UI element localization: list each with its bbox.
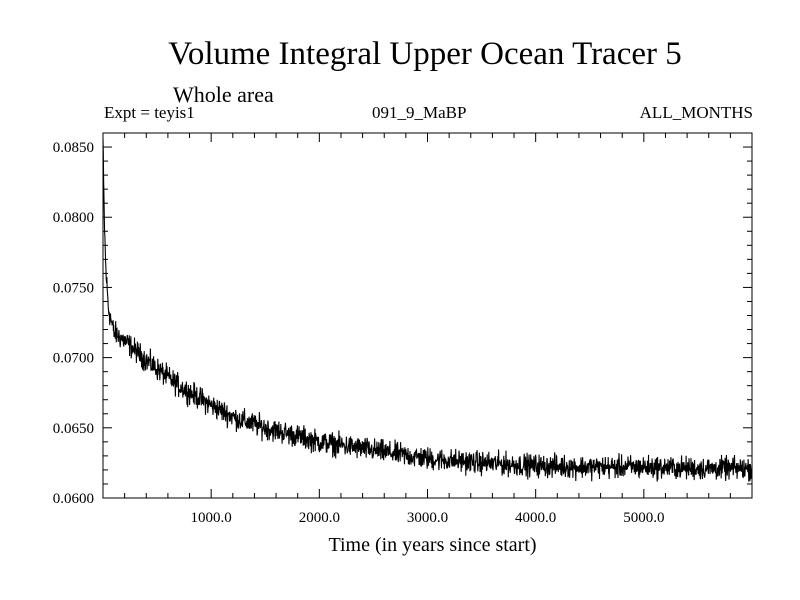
y-tick-label: 0.0800 bbox=[53, 210, 94, 226]
x-tick-label: 5000.0 bbox=[623, 510, 664, 526]
y-tick-label: 0.0600 bbox=[53, 491, 94, 507]
data-series-line bbox=[102, 138, 753, 482]
plot-frame bbox=[102, 132, 753, 499]
x-tick-label: 4000.0 bbox=[515, 510, 556, 526]
y-tick-label: 0.0850 bbox=[53, 140, 94, 156]
chart-title: Volume Integral Upper Ocean Tracer 5 bbox=[168, 36, 682, 72]
run-label: 091_9_MaBP bbox=[372, 103, 467, 122]
y-tick-label: 0.0750 bbox=[53, 280, 94, 296]
y-tick-label: 0.0700 bbox=[53, 351, 94, 367]
chart-subtitle: Whole area bbox=[173, 82, 274, 107]
axis-ticks: 1000.0 2000.0 3000.0 4000.0 5000.0 0.0600 0.06… bbox=[53, 133, 752, 526]
x-tick-label: 3000.0 bbox=[407, 510, 448, 526]
x-tick-label: 2000.0 bbox=[299, 510, 340, 526]
data-layer bbox=[102, 138, 753, 482]
x-axis-label: Time (in years since start) bbox=[328, 534, 536, 556]
x-tick-label: 1000.0 bbox=[191, 510, 232, 526]
experiment-label: Expt = teyis1 bbox=[104, 103, 195, 122]
y-tick-label: 0.0650 bbox=[53, 421, 94, 437]
months-label: ALL_MONTHS bbox=[639, 103, 753, 122]
